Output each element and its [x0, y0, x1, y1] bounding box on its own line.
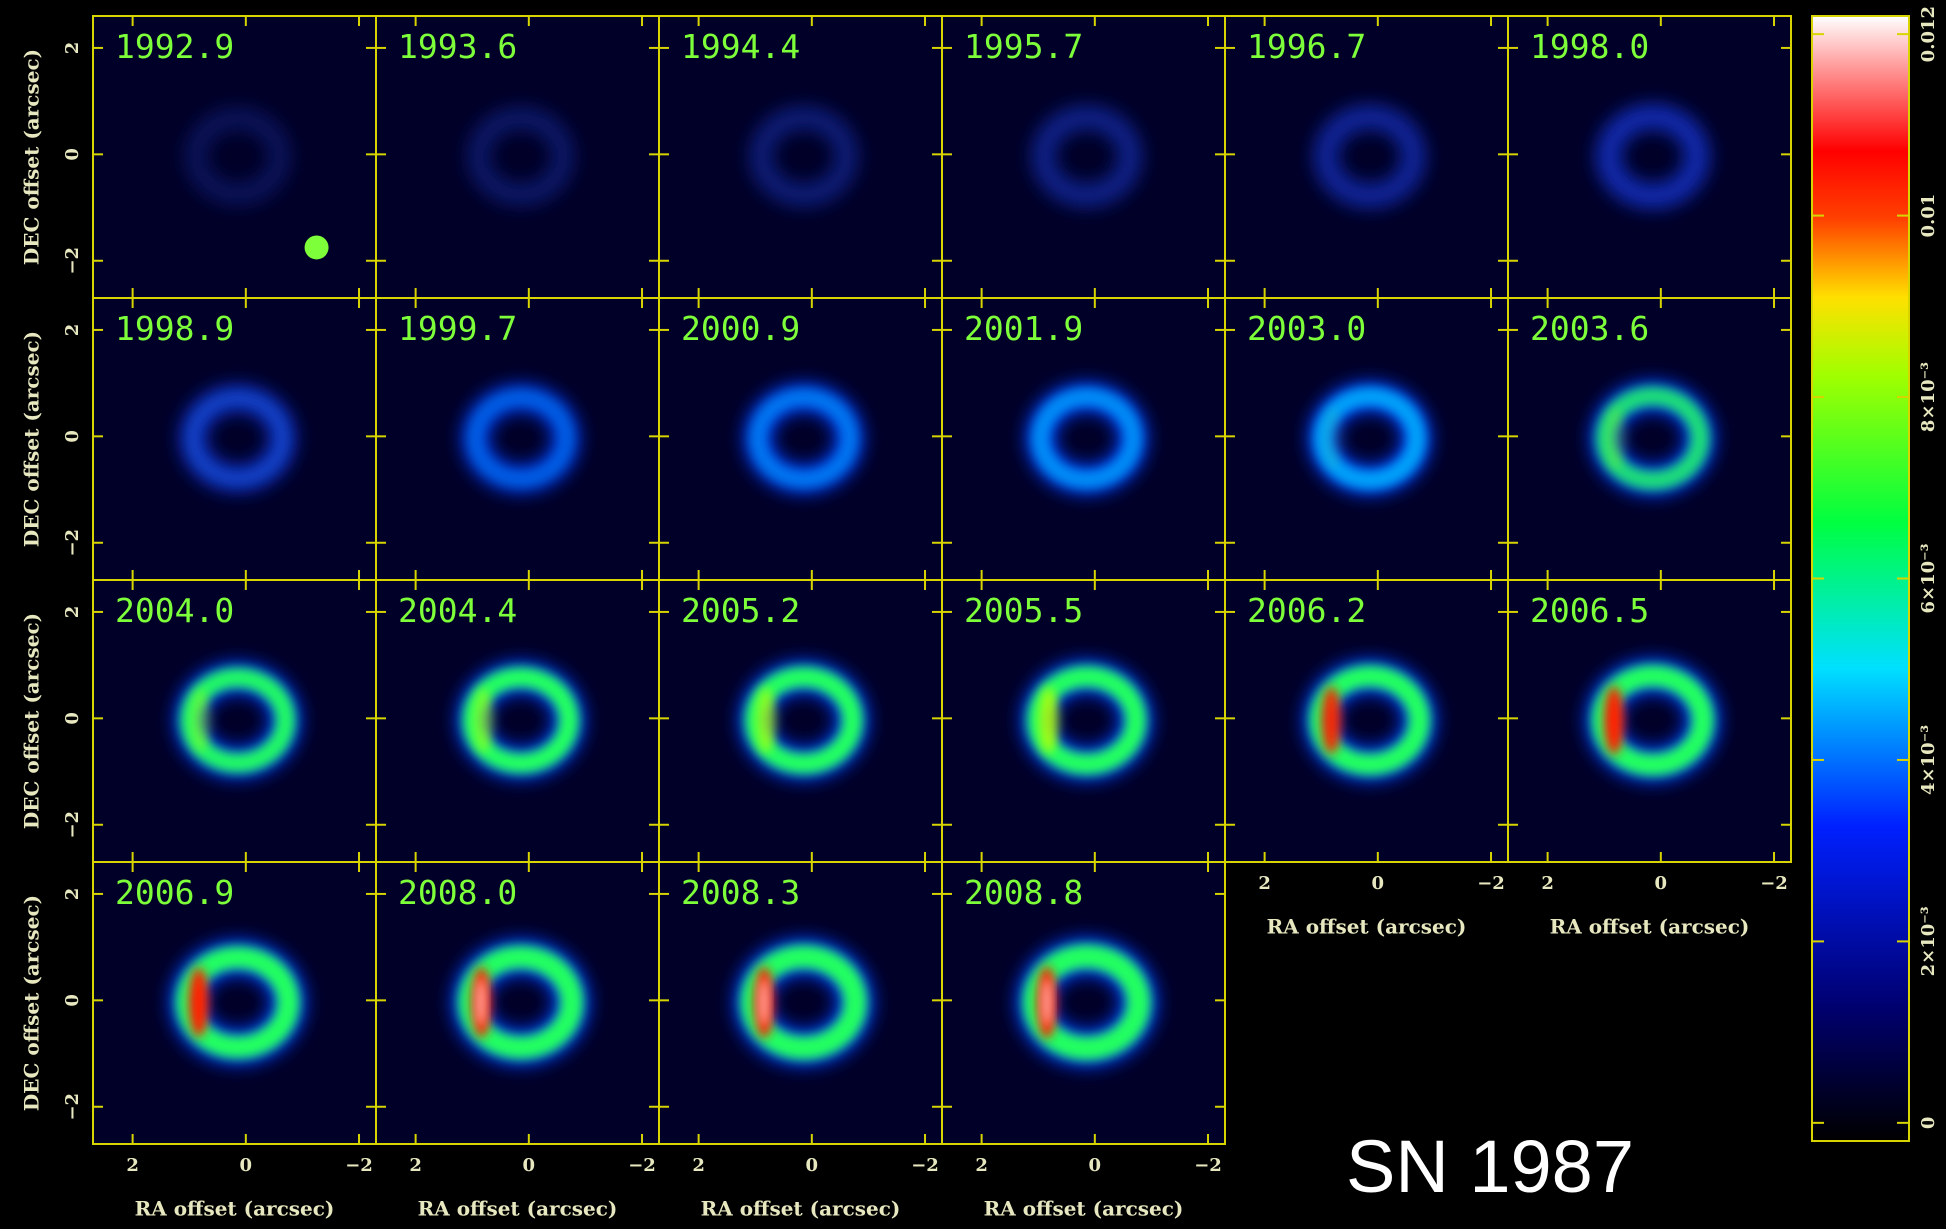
epoch-label: 1998.9 — [115, 309, 234, 348]
x-tick-label: 0 — [806, 1155, 819, 1176]
x-tick-label: 2 — [1258, 873, 1271, 894]
x-axis-label: RA offset (arcsec) — [1267, 915, 1467, 939]
x-axis-label: RA offset (arcsec) — [418, 1197, 618, 1221]
figure: SN 1987 1992.9 −2 0 2 DEC offset (arcsec) 199… — [0, 0, 1946, 1229]
x-axis-label: RA offset (arcsec) — [984, 1197, 1184, 1221]
y-tick-label: 2 — [62, 606, 83, 619]
colorbar-tick-label: 8×10⁻³ — [1918, 362, 1939, 432]
x-tick-label: 2 — [126, 1155, 139, 1176]
x-tick-label: −2 — [911, 1155, 939, 1176]
epoch-label: 1993.6 — [398, 27, 517, 66]
x-tick-label: 2 — [1541, 873, 1554, 894]
x-tick-label: −2 — [1760, 873, 1788, 894]
y-tick-label: 0 — [62, 430, 83, 443]
x-tick-label: 0 — [1655, 873, 1668, 894]
crescent — [1323, 408, 1343, 470]
epoch-label: 2001.9 — [964, 309, 1083, 348]
crescent — [756, 688, 776, 753]
y-tick-label: −2 — [62, 811, 83, 839]
crescent-hot — [759, 978, 769, 1026]
x-tick-label: 0 — [1372, 873, 1385, 894]
y-tick-label: −2 — [62, 247, 83, 275]
x-tick-label: −2 — [1194, 1155, 1222, 1176]
x-tick-label: 0 — [1089, 1155, 1102, 1176]
title: SN 1987 — [1346, 1125, 1634, 1208]
x-tick-label: −2 — [1477, 873, 1505, 894]
x-tick-label: −2 — [345, 1155, 373, 1176]
x-tick-label: 2 — [692, 1155, 705, 1176]
y-tick-label: 2 — [62, 42, 83, 55]
epoch-label: 2008.8 — [964, 873, 1083, 912]
epoch-label: 2008.0 — [398, 873, 517, 912]
epoch-label: 2005.2 — [681, 591, 800, 630]
colorbar-tick-label: 0.012 — [1918, 6, 1939, 62]
crescent-hot — [1042, 978, 1052, 1026]
y-tick-label: 0 — [62, 994, 83, 1007]
epoch-label: 1994.4 — [681, 27, 800, 66]
crescent — [190, 689, 210, 752]
epoch-label: 2006.5 — [1530, 591, 1649, 630]
x-tick-label: 0 — [240, 1155, 253, 1176]
crescent — [1321, 687, 1341, 754]
x-axis-label: RA offset (arcsec) — [1550, 915, 1750, 939]
epoch-label: 2003.6 — [1530, 309, 1649, 348]
y-tick-label: 2 — [62, 888, 83, 901]
epoch-label: 2004.4 — [398, 591, 517, 630]
y-tick-label: 0 — [62, 148, 83, 161]
epoch-label: 1999.7 — [398, 309, 517, 348]
epoch-label: 1992.9 — [115, 27, 234, 66]
epoch-label: 2006.2 — [1247, 591, 1366, 630]
y-axis-label: DEC offset (arcsec) — [20, 49, 44, 265]
y-tick-label: 2 — [62, 324, 83, 337]
y-tick-label: 0 — [62, 712, 83, 725]
y-axis-label: DEC offset (arcsec) — [20, 895, 44, 1111]
epoch-label: 2003.0 — [1247, 309, 1366, 348]
x-tick-label: −2 — [628, 1155, 656, 1176]
crescent — [1604, 686, 1624, 754]
crescent — [1039, 687, 1059, 753]
colorbar-tick-label: 2×10⁻³ — [1918, 906, 1939, 976]
x-tick-label: 2 — [409, 1155, 422, 1176]
epoch-label: 2005.5 — [964, 591, 1083, 630]
epoch-label: 2000.9 — [681, 309, 800, 348]
y-axis-label: DEC offset (arcsec) — [20, 613, 44, 829]
epoch-label: 2006.9 — [115, 873, 234, 912]
x-tick-label: 0 — [523, 1155, 536, 1176]
x-axis-label: RA offset (arcsec) — [135, 1197, 335, 1221]
crescent — [473, 688, 493, 752]
x-axis-label: RA offset (arcsec) — [701, 1197, 901, 1221]
colorbar-tick-label: 0.01 — [1918, 194, 1939, 238]
colorbar-tick-label: 0 — [1918, 1117, 1939, 1130]
epoch-label: 1995.7 — [964, 27, 1083, 66]
colorbar — [1812, 16, 1909, 1141]
y-tick-label: −2 — [62, 529, 83, 557]
y-axis-label: DEC offset (arcsec) — [20, 331, 44, 547]
x-tick-label: 2 — [975, 1155, 988, 1176]
colorbar-tick-label: 6×10⁻³ — [1918, 543, 1939, 613]
crescent — [1606, 407, 1626, 469]
epoch-label: 2004.0 — [115, 591, 234, 630]
epoch-label: 1996.7 — [1247, 27, 1366, 66]
colorbar-tick-label: 4×10⁻³ — [1918, 725, 1939, 795]
crescent-hot — [476, 978, 486, 1026]
beam — [305, 235, 329, 259]
epoch-label: 2008.3 — [681, 873, 800, 912]
crescent — [189, 968, 209, 1037]
y-tick-label: −2 — [62, 1093, 83, 1121]
epoch-label: 1998.0 — [1530, 27, 1649, 66]
